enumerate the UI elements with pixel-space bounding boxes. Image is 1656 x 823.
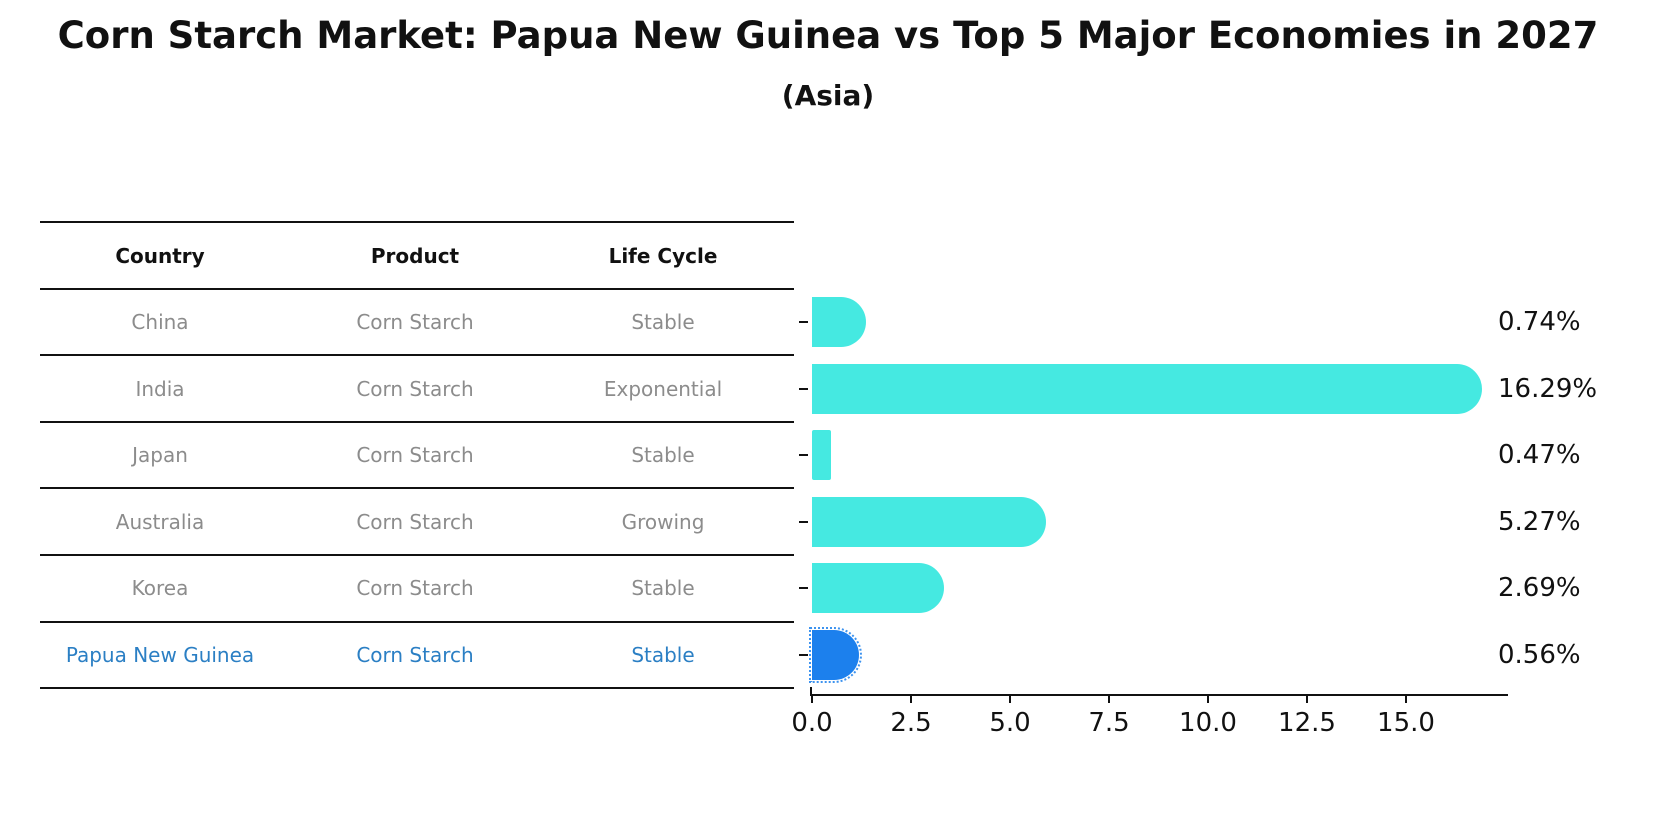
x-tick <box>1009 696 1011 703</box>
x-tick <box>811 696 813 703</box>
bar-china <box>812 296 867 347</box>
x-tick <box>1405 696 1407 703</box>
table-cell-product: Corn Starch <box>356 642 474 667</box>
x-tick-label: 15.0 <box>1377 708 1435 738</box>
x-tick-label: 7.5 <box>1088 708 1130 738</box>
x-tick <box>1108 696 1110 703</box>
bar-papua-new-guinea <box>808 626 863 683</box>
y-tick <box>799 387 808 390</box>
table-cell-life-cycle: Growing <box>621 509 705 534</box>
x-tick <box>1306 696 1308 703</box>
table-cell-product: Corn Starch <box>356 443 474 468</box>
bar-japan <box>812 430 831 481</box>
table-cell-product: Corn Starch <box>356 509 474 534</box>
bar-value-label: 5.27% <box>1498 506 1581 537</box>
y-tick <box>799 587 808 590</box>
bar-india <box>812 363 1483 414</box>
table-header-product: Product <box>370 244 460 268</box>
table-rule <box>40 554 794 556</box>
table-rule <box>40 420 794 423</box>
x-tick-label: 12.5 <box>1278 708 1336 738</box>
x-axis-line <box>810 694 1508 696</box>
y-tick <box>799 320 808 323</box>
table-cell-country: India <box>135 376 185 401</box>
bar-value-label: 0.47% <box>1498 440 1581 471</box>
table-cell-life-cycle: Stable <box>631 443 695 468</box>
x-tick <box>910 696 912 703</box>
y-tick <box>799 653 808 656</box>
table-cell-life-cycle: Stable <box>631 309 695 334</box>
bar-value-label: 0.56% <box>1498 639 1581 670</box>
bar-australia <box>812 496 1046 547</box>
y-tick <box>799 454 808 457</box>
table-cell-country: Japan <box>132 443 188 468</box>
table-cell-product: Corn Starch <box>356 576 474 601</box>
table-cell-product: Corn Starch <box>356 376 474 401</box>
table-cell-country: Papua New Guinea <box>65 642 255 667</box>
bar-value-label: 16.29% <box>1498 373 1598 404</box>
bar-value-label: 2.69% <box>1498 573 1581 604</box>
table-rule <box>40 620 794 623</box>
x-tick-label: 10.0 <box>1179 708 1237 738</box>
table-header-country: Country <box>115 244 205 268</box>
x-tick-label: 0.0 <box>791 708 833 738</box>
bar-value-label: 0.74% <box>1498 306 1581 337</box>
table-rule <box>40 287 794 290</box>
table-header-life-cycle: Life Cycle <box>608 244 718 268</box>
bar-korea <box>812 563 944 614</box>
y-tick <box>799 520 808 523</box>
table-rule <box>40 221 794 223</box>
x-tick <box>1207 696 1209 703</box>
table-cell-life-cycle: Stable <box>631 576 695 601</box>
y-axis-spine <box>810 687 812 694</box>
x-tick-label: 5.0 <box>989 708 1031 738</box>
table-rule <box>40 487 794 490</box>
table-cell-product: Corn Starch <box>356 309 474 334</box>
x-tick-label: 2.5 <box>890 708 932 738</box>
table-rule <box>40 687 794 690</box>
table-rule <box>40 354 794 357</box>
table-cell-country: China <box>131 309 189 334</box>
table-cell-country: Australia <box>115 509 205 534</box>
chart-subtitle: (Asia) <box>781 79 875 112</box>
table-cell-life-cycle: Stable <box>631 642 695 667</box>
table-cell-country: Korea <box>131 576 189 601</box>
chart-title: Corn Starch Market: Papua New Guinea vs … <box>57 14 1599 57</box>
table-cell-life-cycle: Exponential <box>603 376 723 401</box>
